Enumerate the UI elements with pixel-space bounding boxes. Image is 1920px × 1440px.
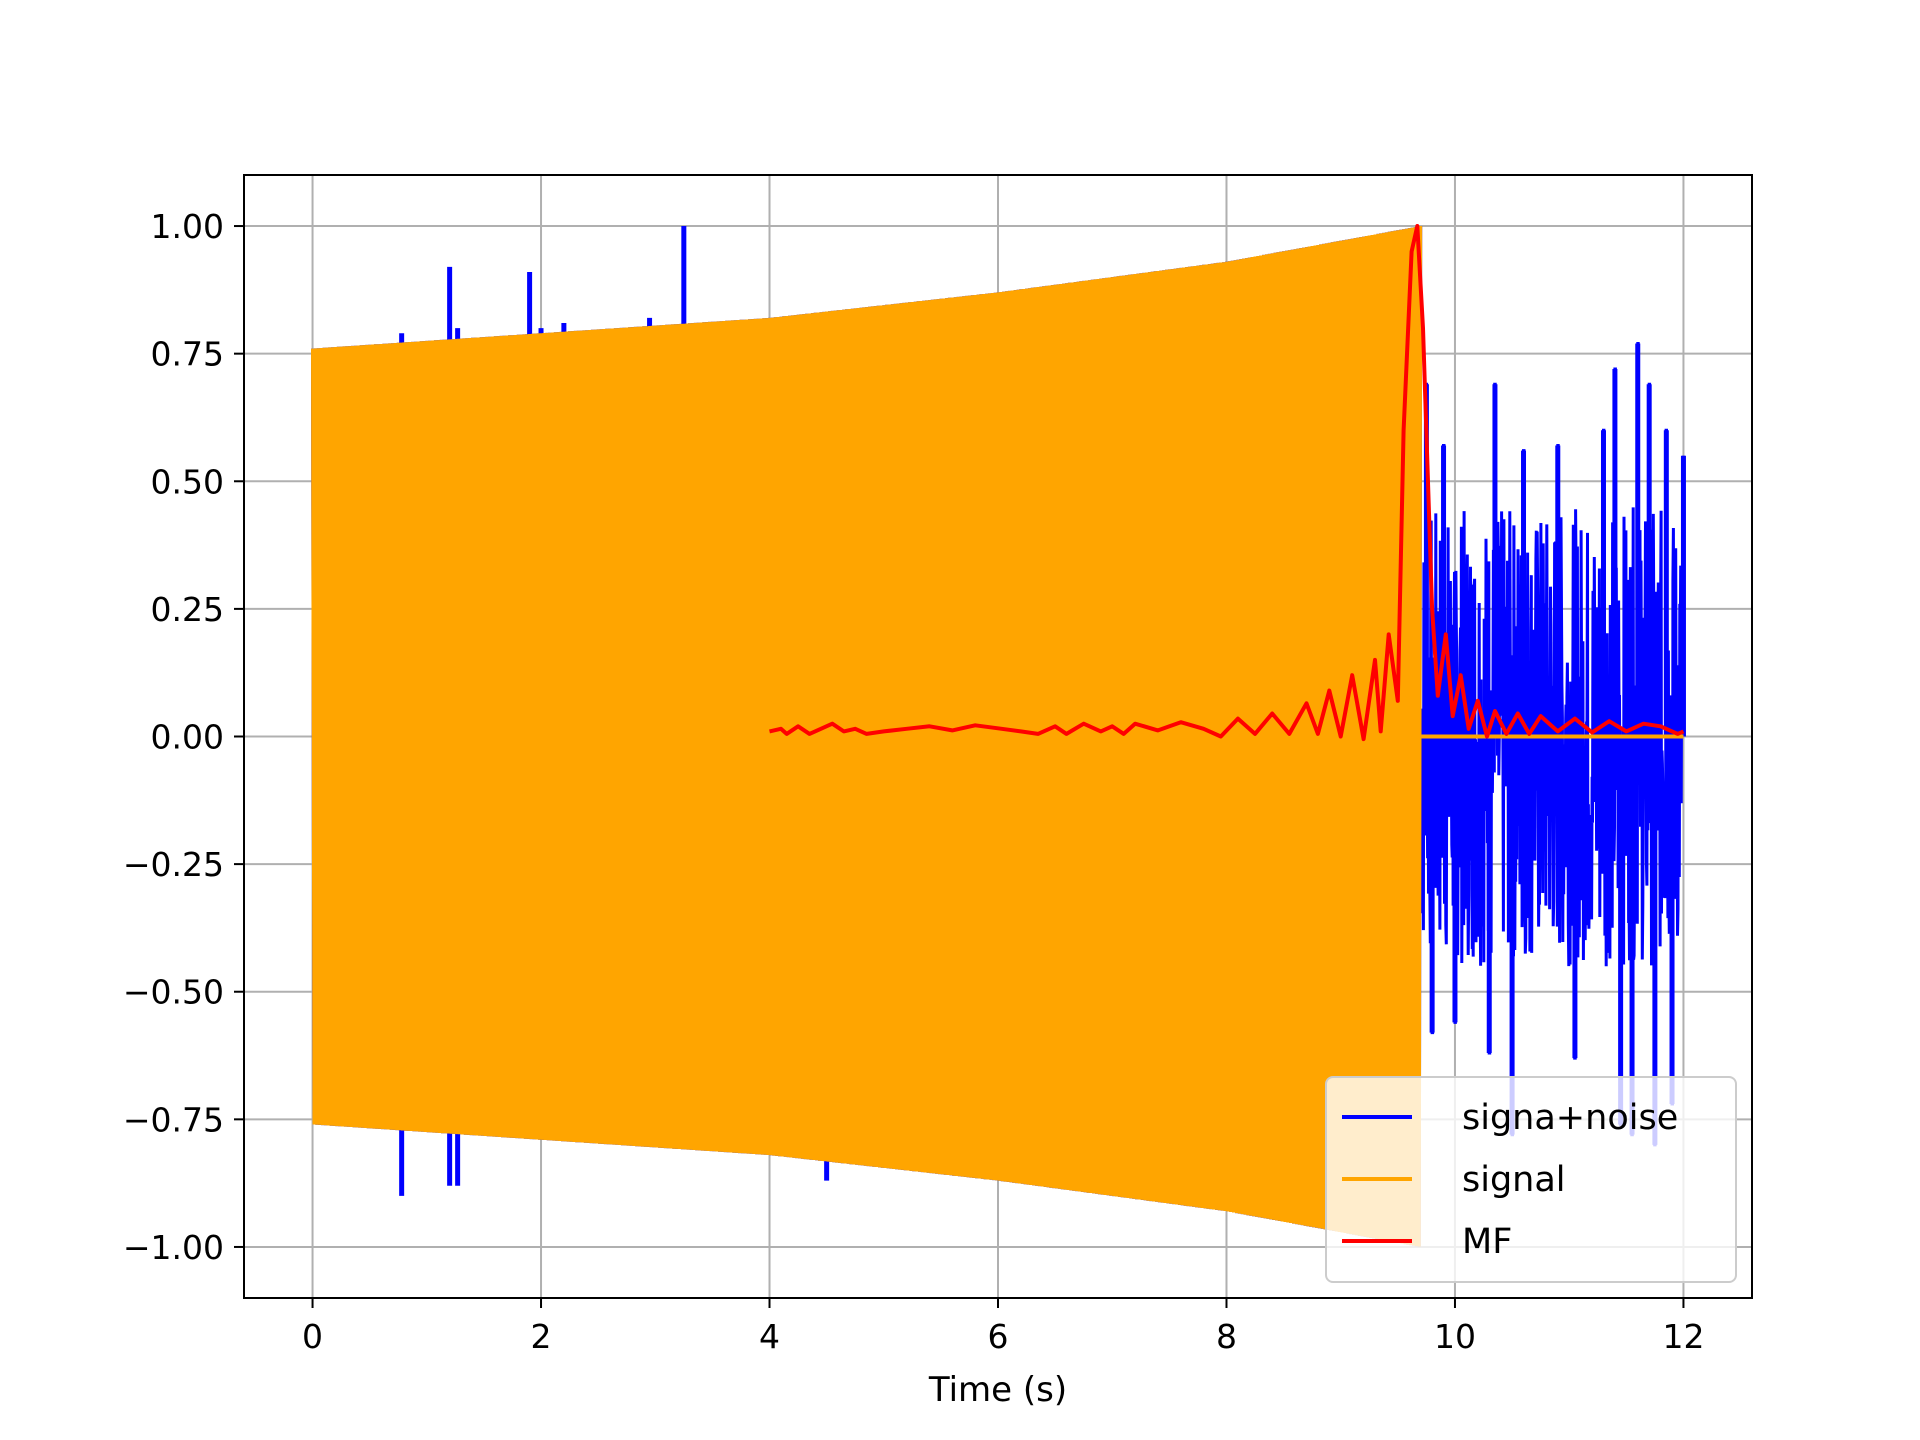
y-tick-label: 0.50 (151, 462, 224, 501)
series-signal (311, 225, 1684, 1247)
legend-box (1325, 1076, 1737, 1283)
y-tick-label: −0.25 (123, 845, 224, 884)
y-tick-label: 0.00 (151, 718, 224, 757)
mf-line (769, 224, 1685, 742)
y-tick-label: −1.00 (123, 1228, 224, 1267)
series-line (311, 225, 1423, 1247)
x-tick-label: 8 (1216, 1317, 1237, 1356)
x-axis-ticks: 0 2 4 6 8 10 12 (302, 1298, 1704, 1356)
y-tick-label: 0.75 (151, 335, 224, 374)
x-axis-label: Time (s) (928, 1370, 1067, 1410)
legend-label: signa+noise (1462, 1098, 1678, 1138)
y-tick-label: 1.00 (151, 207, 224, 246)
x-tick-label: 6 (988, 1317, 1009, 1356)
series-mf (769, 224, 1685, 742)
x-tick-label: 10 (1434, 1317, 1476, 1356)
x-tick-label: 0 (302, 1317, 323, 1356)
y-tick-label: 0.25 (151, 590, 224, 629)
legend-label: MF (1462, 1222, 1512, 1262)
legend: signa+noise signal MF (1325, 1076, 1737, 1283)
x-tick-label: 4 (759, 1317, 780, 1356)
y-tick-label: −0.50 (123, 973, 224, 1012)
legend-label: signal (1462, 1160, 1566, 1200)
x-tick-label: 12 (1662, 1317, 1704, 1356)
x-tick-label: 2 (531, 1317, 552, 1356)
y-axis-ticks: 1.00 0.75 0.50 0.25 0.00 −0.25 −0.50 −0.75 −1.00 (123, 207, 244, 1267)
y-tick-label: −0.75 (123, 1100, 224, 1139)
